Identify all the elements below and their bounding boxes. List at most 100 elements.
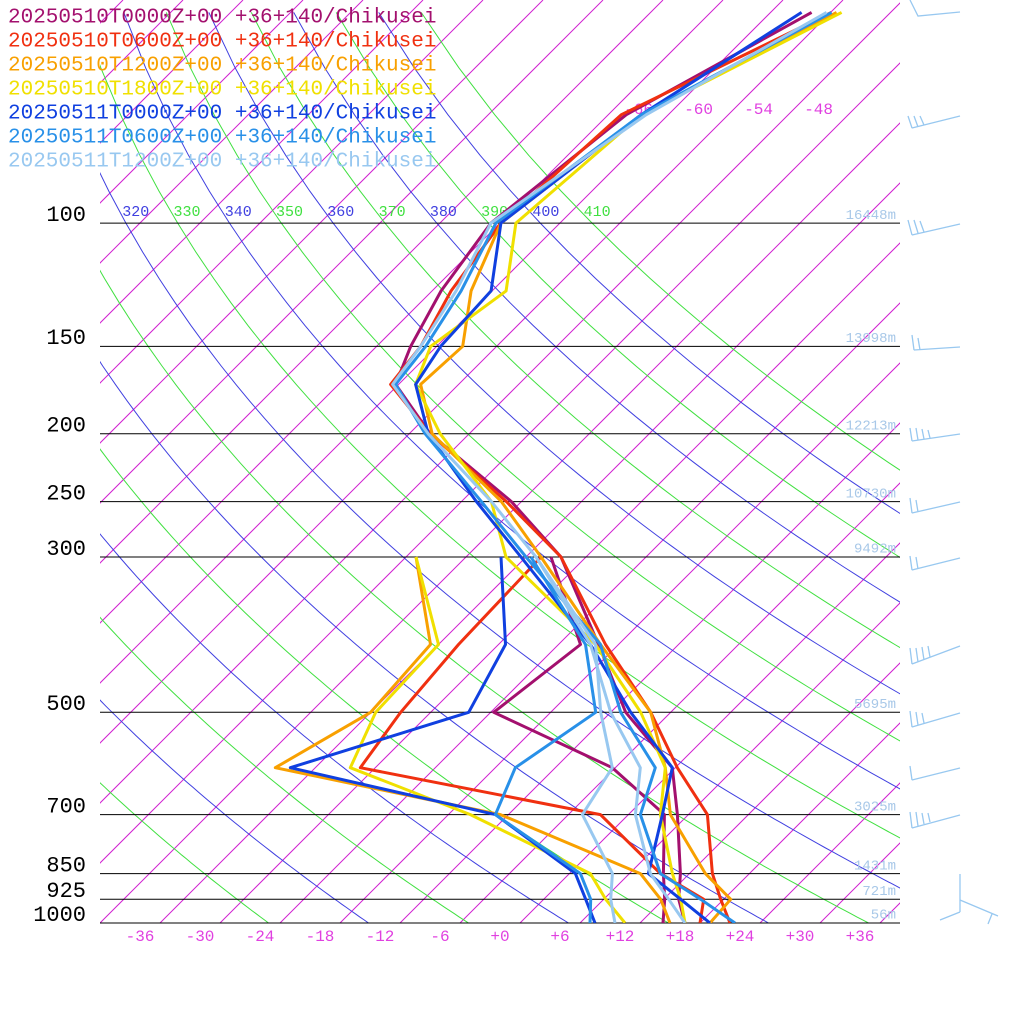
y-tick-label: 1000: [33, 903, 86, 928]
y-tick-label: 300: [46, 537, 86, 562]
x-tick-label: +6: [550, 928, 569, 946]
x-tick-label: +36: [846, 928, 875, 946]
y-tick-label: 250: [46, 481, 86, 506]
wind-barb: [909, 710, 961, 728]
theta-label: 360: [327, 204, 354, 221]
dewpoint-line: [493, 556, 598, 923]
temperature-line: [394, 11, 813, 923]
x-tick-label: -12: [366, 928, 395, 946]
height-label: 1431m: [854, 858, 896, 874]
x-tick-label: -24: [246, 928, 275, 946]
wind-barb: [909, 765, 961, 781]
isotherm: [279, 302, 900, 923]
dry-adiabat: [250, 12, 900, 649]
theta-label: 410: [584, 204, 611, 221]
y-tick-label: 500: [46, 692, 86, 717]
legend-entry: 20250510T0600Z+00 +36+140/Chikusei: [8, 31, 436, 54]
height-label: 721m: [862, 884, 896, 900]
dry-adiabat: [100, 782, 269, 923]
wind-barb: [909, 555, 961, 571]
wind-barb: [909, 811, 961, 829]
x-tick-label: -30: [186, 928, 215, 946]
isotherm: [579, 602, 900, 923]
theta-labels: 310 320 330 340 350 360 370 380 390 400 410: [122, 204, 611, 221]
temperature-line: [391, 11, 828, 923]
dry-adiabat: [100, 616, 469, 923]
temperature-line: [394, 11, 833, 923]
x-tick-label: -6: [430, 928, 449, 946]
isotherm: [399, 422, 900, 923]
dry-adiabat: [293, 12, 900, 603]
theta-label: 320: [122, 204, 149, 221]
isotherm: [100, 0, 424, 324]
dry-adiabat: [100, 360, 769, 923]
dry-adiabat: [100, 64, 900, 839]
height-label: 16448m: [846, 208, 896, 224]
wind-barbs: [907, 0, 999, 925]
x-tick-label: -36: [126, 928, 155, 946]
dewpoint-line: [288, 556, 597, 923]
y-tick-label: 100: [46, 203, 86, 228]
dry-adiabat: [100, 269, 869, 923]
dry-adiabat: [420, 12, 900, 471]
wind-barb: [907, 115, 961, 129]
dry-adiabat: [335, 12, 900, 558]
legend-entry: 20250510T1200Z+00 +36+140/Chikusei: [8, 55, 436, 78]
dry-adiabat: [378, 12, 900, 515]
isotherm: [100, 0, 364, 264]
isotherm: [100, 0, 844, 744]
isotherm: [100, 0, 544, 444]
dry-adiabat: [165, 12, 900, 742]
plot-area: [100, 0, 900, 923]
isotherm-label: -54: [744, 101, 773, 119]
height-label: 9492m: [854, 542, 896, 558]
isotherm: [639, 662, 900, 923]
wind-barb: [939, 874, 999, 925]
dry-adiabat: [100, 533, 569, 923]
legend-entry: 20250510T0000Z+00 +36+140/Chikusei: [8, 7, 436, 30]
theta-label: 340: [225, 204, 252, 221]
isotherm: [100, 62, 900, 864]
theta-label: 350: [276, 204, 303, 221]
height-label: 10730m: [846, 486, 896, 502]
legend-entry: 20250511T0000Z+00 +36+140/Chikusei: [8, 103, 436, 126]
overlay: 100 16448m 150 13998m 200 12213m 250 10730m 300 9…: [8, 7, 900, 946]
x-tick-label: +0: [490, 928, 509, 946]
dry-adiabat: [123, 12, 900, 790]
isotherm: [100, 0, 784, 684]
isotherm: [100, 0, 304, 204]
legend-entry: 20250511T0600Z+00 +36+140/Chikusei: [8, 127, 436, 150]
theta-label: 330: [174, 204, 201, 221]
legend-entry: 20250510T1800Z+00 +36+140/Chikusei: [8, 79, 436, 102]
height-label: 5695m: [854, 697, 896, 713]
wind-barb: [909, 0, 961, 17]
isotherm: [699, 722, 900, 923]
temperature-line: [414, 11, 843, 923]
legend-entry: 20250511T1200Z+00 +36+140/Chikusei: [8, 151, 436, 174]
isotherm: [100, 0, 664, 564]
y-tick-label: 150: [46, 326, 86, 351]
theta-label: 370: [379, 204, 406, 221]
height-label: 56m: [871, 908, 896, 924]
dewpoint-line: [348, 556, 627, 923]
wind-barb: [911, 334, 961, 351]
dewpoint-line: [534, 556, 617, 923]
x-tick-label: +18: [666, 928, 695, 946]
isotherm: [339, 362, 900, 923]
isotherm: [100, 122, 900, 923]
isotherm: [159, 182, 900, 923]
theta-label: 400: [532, 204, 559, 221]
temperature-line: [389, 11, 833, 923]
temperature-line: [419, 11, 838, 923]
theta-label: 380: [430, 204, 457, 221]
x-tick-label: -18: [306, 928, 335, 946]
isotherm: [100, 0, 724, 624]
y-tick-label: 700: [46, 794, 86, 819]
isotherm: [879, 902, 900, 923]
wind-barb: [909, 427, 961, 442]
x-tick-label: +12: [606, 928, 635, 946]
isotherm-label: -60: [684, 101, 713, 119]
temperature-line: [414, 11, 803, 923]
isotherm: [100, 0, 604, 504]
